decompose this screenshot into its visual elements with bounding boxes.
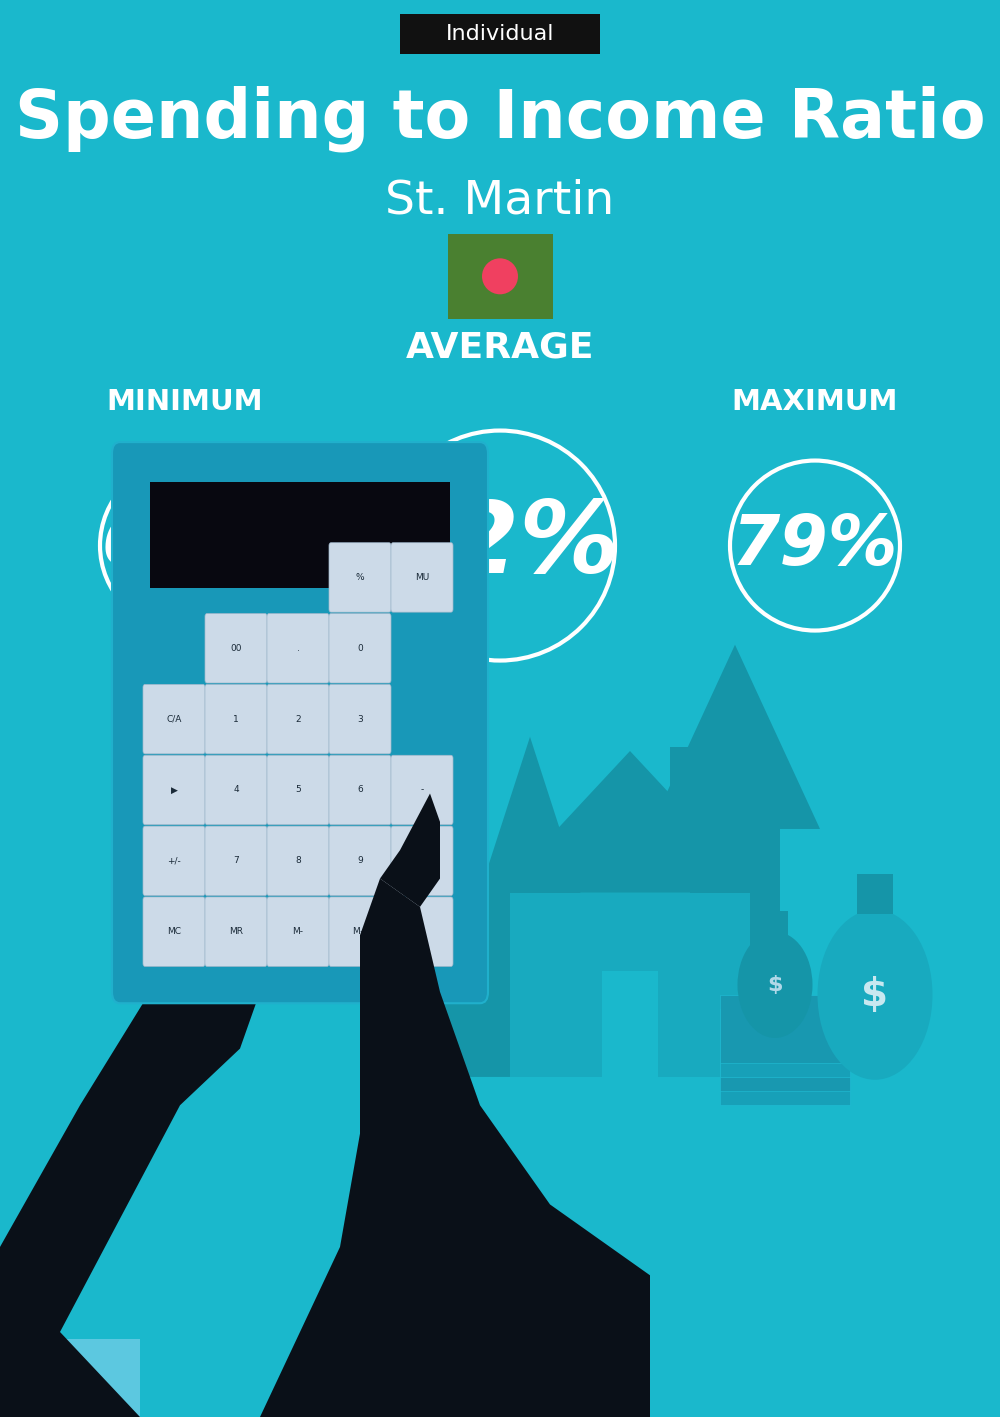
Polygon shape <box>380 794 440 907</box>
FancyBboxPatch shape <box>720 1009 850 1077</box>
Text: MINIMUM: MINIMUM <box>107 388 263 417</box>
Text: C/A: C/A <box>166 714 182 724</box>
Text: St. Martin: St. Martin <box>385 179 615 224</box>
Text: Spending to Income Ratio: Spending to Income Ratio <box>15 86 985 152</box>
FancyBboxPatch shape <box>391 897 453 966</box>
Text: 2: 2 <box>295 714 301 724</box>
Text: 1: 1 <box>233 714 239 724</box>
FancyBboxPatch shape <box>391 543 453 612</box>
FancyBboxPatch shape <box>670 747 698 815</box>
FancyBboxPatch shape <box>143 897 205 966</box>
FancyBboxPatch shape <box>329 543 391 612</box>
FancyBboxPatch shape <box>150 482 450 588</box>
FancyBboxPatch shape <box>329 684 391 754</box>
Polygon shape <box>0 1339 140 1417</box>
Text: 6: 6 <box>357 785 363 795</box>
FancyBboxPatch shape <box>143 684 205 754</box>
FancyBboxPatch shape <box>510 893 750 1077</box>
Text: M-: M- <box>293 927 304 937</box>
FancyBboxPatch shape <box>391 755 453 825</box>
Text: Individual: Individual <box>446 24 554 44</box>
FancyBboxPatch shape <box>205 826 267 896</box>
FancyBboxPatch shape <box>448 234 552 319</box>
Text: 72%: 72% <box>380 497 620 594</box>
Text: x: x <box>419 856 425 866</box>
Text: MAXIMUM: MAXIMUM <box>732 388 898 417</box>
FancyBboxPatch shape <box>400 14 600 54</box>
Polygon shape <box>420 737 640 1077</box>
FancyBboxPatch shape <box>267 755 329 825</box>
FancyBboxPatch shape <box>329 826 391 896</box>
Ellipse shape <box>738 932 812 1037</box>
Text: 00: 00 <box>230 643 242 653</box>
Text: %: % <box>356 572 364 582</box>
FancyBboxPatch shape <box>267 897 329 966</box>
Text: 79%: 79% <box>732 512 898 580</box>
Text: 3: 3 <box>357 714 363 724</box>
Text: :: : <box>421 927 423 937</box>
FancyBboxPatch shape <box>205 897 267 966</box>
FancyBboxPatch shape <box>205 684 267 754</box>
FancyBboxPatch shape <box>762 911 788 942</box>
Text: 5: 5 <box>295 785 301 795</box>
Ellipse shape <box>482 258 518 295</box>
Text: 4: 4 <box>233 785 239 795</box>
FancyBboxPatch shape <box>329 755 391 825</box>
Text: $: $ <box>767 975 783 995</box>
Text: MC: MC <box>167 927 181 937</box>
FancyBboxPatch shape <box>329 897 391 966</box>
Text: 8: 8 <box>295 856 301 866</box>
FancyBboxPatch shape <box>720 1023 850 1091</box>
Text: MU: MU <box>415 572 429 582</box>
Polygon shape <box>380 1339 650 1417</box>
Text: 9: 9 <box>357 856 363 866</box>
Text: 7: 7 <box>233 856 239 866</box>
FancyBboxPatch shape <box>267 826 329 896</box>
FancyBboxPatch shape <box>720 995 850 1063</box>
FancyBboxPatch shape <box>391 826 453 896</box>
Polygon shape <box>260 879 650 1417</box>
Ellipse shape <box>818 910 932 1080</box>
Text: AVERAGE: AVERAGE <box>406 330 594 364</box>
Text: 0: 0 <box>357 643 363 653</box>
Text: .: . <box>297 643 299 653</box>
FancyBboxPatch shape <box>602 971 658 1077</box>
Polygon shape <box>0 964 260 1417</box>
FancyBboxPatch shape <box>112 442 488 1003</box>
FancyBboxPatch shape <box>143 755 205 825</box>
FancyBboxPatch shape <box>205 614 267 683</box>
Polygon shape <box>498 751 762 893</box>
Text: +/-: +/- <box>167 856 181 866</box>
FancyBboxPatch shape <box>205 755 267 825</box>
FancyBboxPatch shape <box>143 826 205 896</box>
FancyBboxPatch shape <box>857 874 893 914</box>
Text: ▶: ▶ <box>171 785 177 795</box>
Text: -: - <box>420 785 424 795</box>
Text: $: $ <box>862 976 889 1013</box>
Text: MR: MR <box>229 927 243 937</box>
FancyBboxPatch shape <box>267 684 329 754</box>
FancyBboxPatch shape <box>267 614 329 683</box>
FancyBboxPatch shape <box>329 614 391 683</box>
Text: M+: M+ <box>352 927 368 937</box>
FancyBboxPatch shape <box>720 1037 850 1105</box>
Polygon shape <box>320 794 500 992</box>
Polygon shape <box>650 645 820 1077</box>
Text: 67%: 67% <box>102 512 268 580</box>
